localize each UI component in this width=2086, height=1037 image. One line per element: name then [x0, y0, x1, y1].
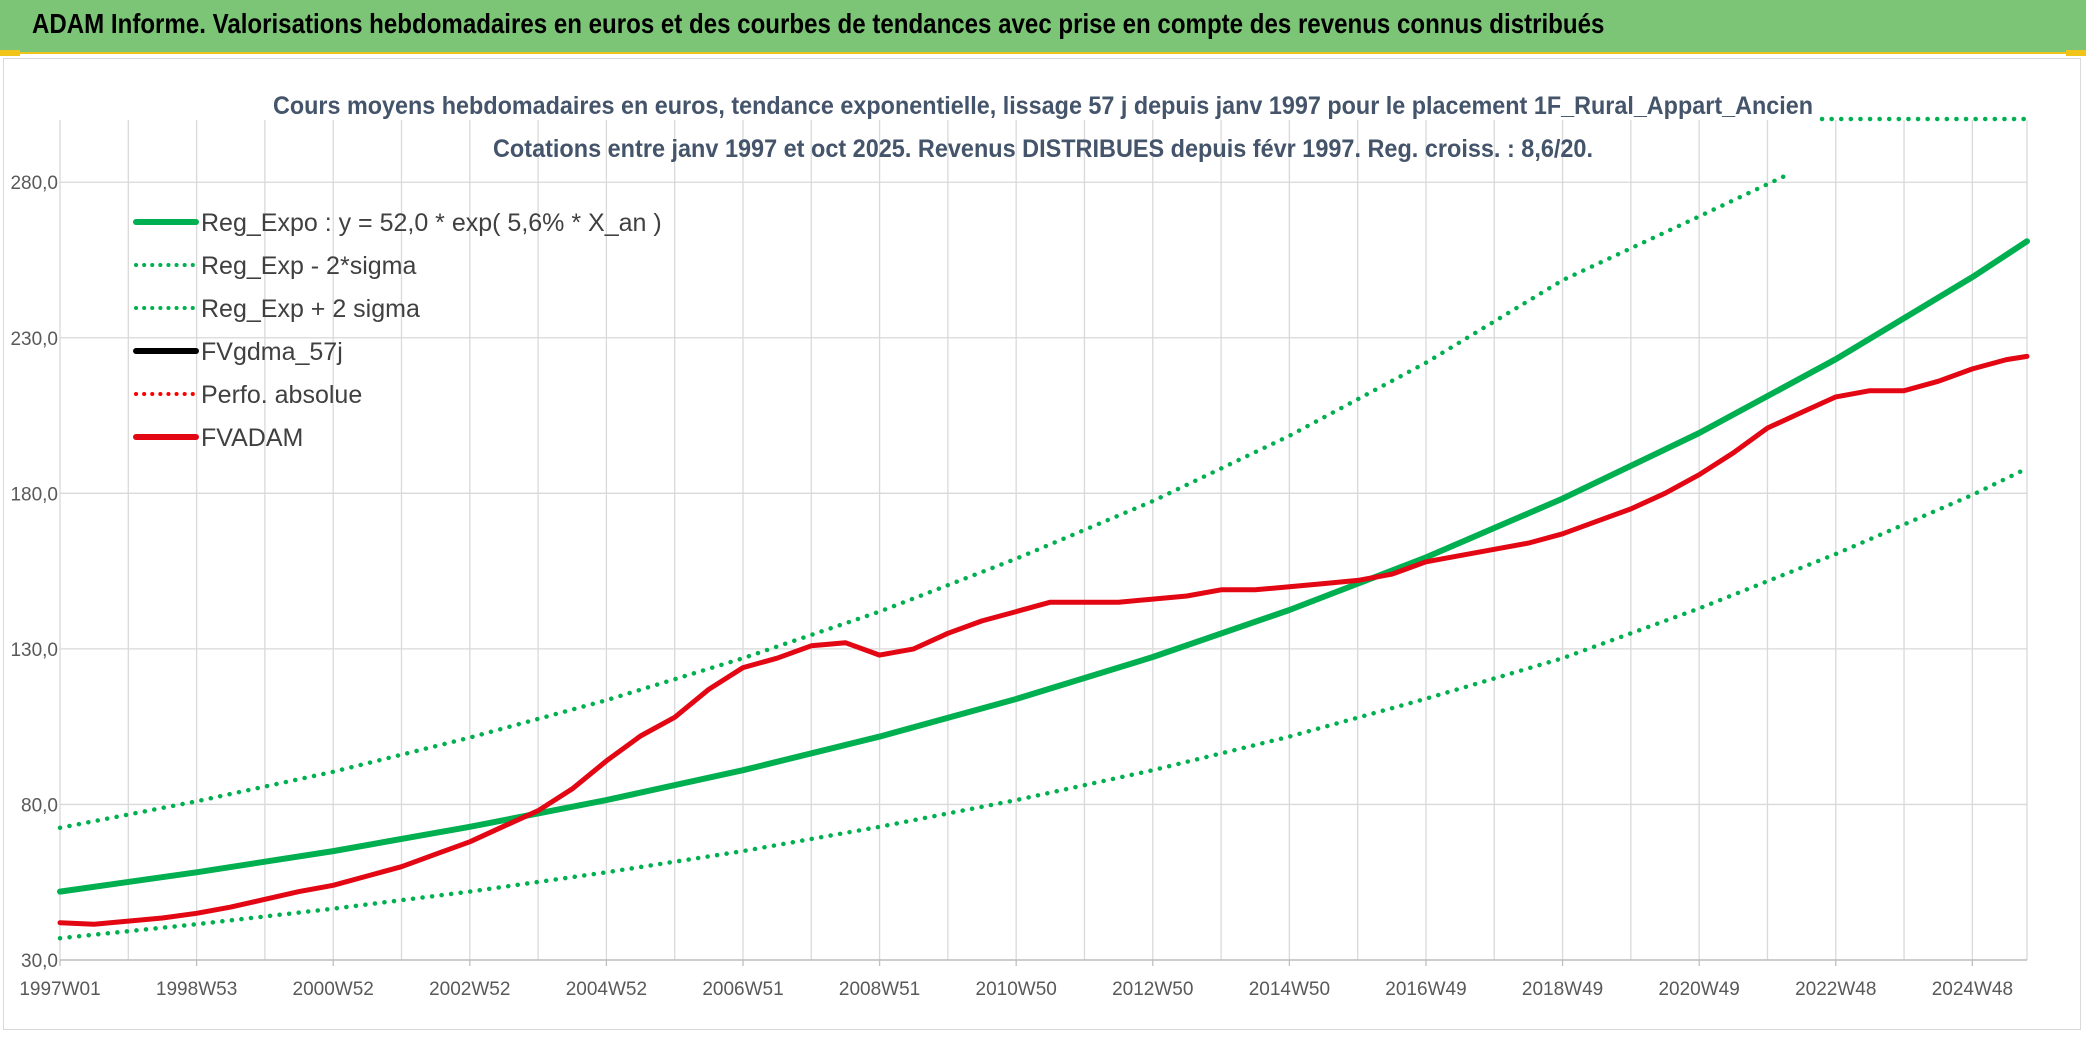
- corner-accent-right: [2066, 50, 2086, 56]
- legend-label: Reg_Exp - 2*sigma: [201, 252, 416, 280]
- grid: [59, 120, 2028, 961]
- x-tick-label: 2018W49: [1522, 979, 1603, 1000]
- chart-subtitle: Cotations entre janv 1997 et oct 2025. R…: [493, 135, 1593, 163]
- legend: Reg_Expo : y = 52,0 * exp( 5,6% * X_an )…: [133, 209, 662, 452]
- x-tick-label: 2008W51: [839, 979, 920, 1000]
- legend-label: Perfo. absolue: [201, 381, 362, 409]
- x-tick-label: 2014W50: [1249, 979, 1330, 1000]
- x-tick-label: 2022W48: [1795, 979, 1876, 1000]
- x-tick-label: 2006W51: [702, 979, 783, 1000]
- corner-accent-left: [0, 50, 20, 56]
- x-tick-label: 2002W52: [429, 979, 510, 1000]
- page-title: ADAM Informe. Valorisations hebdomadaire…: [32, 8, 1605, 39]
- series-layer: [57, 116, 2030, 941]
- legend-label: FVADAM: [201, 424, 303, 452]
- tick-labels: 30,0 80,0 130,0 180,0 230,0 280,0 1997W01 1998W…: [10, 173, 2013, 1000]
- header-bar: ADAM Informe. Valorisations hebdomadaire…: [0, 0, 2086, 54]
- x-tick-label: 2012W50: [1112, 979, 1193, 1000]
- series-line: [57, 170, 1794, 831]
- legend-label: Reg_Exp + 2 sigma: [201, 295, 420, 323]
- x-tick-label: 2004W52: [566, 979, 647, 1000]
- series-line: [57, 238, 2030, 895]
- legend-label: Reg_Expo : y = 52,0 * exp( 5,6% * X_an ): [201, 209, 662, 237]
- x-tick-label: 2016W49: [1385, 979, 1466, 1000]
- y-tick-label: 280,0: [10, 173, 58, 194]
- x-tick-label: 1998W53: [156, 979, 237, 1000]
- x-tick-label: 2010W50: [976, 979, 1057, 1000]
- legend-label: FVgdma_57j: [201, 338, 343, 366]
- y-tick-label: 230,0: [10, 329, 58, 350]
- series-line: [57, 353, 2030, 927]
- x-tick-label: 2000W52: [293, 979, 374, 1000]
- chart-frame: [3, 58, 2081, 1030]
- x-tick-label: 2020W49: [1658, 979, 1739, 1000]
- y-tick-label: 180,0: [10, 484, 58, 505]
- x-tick-label: 2024W48: [1932, 979, 2013, 1000]
- y-tick-label: 30,0: [21, 951, 58, 972]
- y-tick-label: 130,0: [10, 640, 58, 661]
- y-tick-label: 80,0: [21, 795, 58, 816]
- series-line: [57, 466, 2030, 941]
- chart-title: Cours moyens hebdomadaires en euros, ten…: [273, 92, 1813, 120]
- x-tick-label: 1997W01: [19, 979, 100, 1000]
